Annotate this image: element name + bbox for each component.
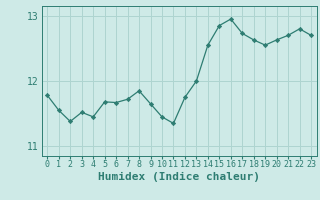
X-axis label: Humidex (Indice chaleur): Humidex (Indice chaleur) [98,172,260,182]
